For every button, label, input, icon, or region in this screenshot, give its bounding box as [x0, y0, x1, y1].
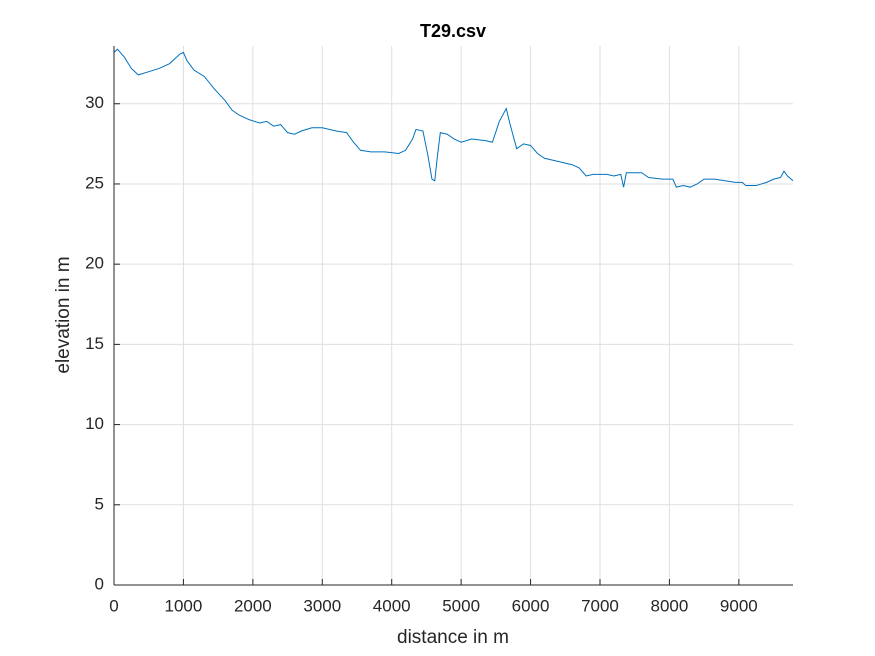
x-tick-label: 0 [109, 596, 118, 615]
x-tick-label: 9000 [720, 596, 758, 615]
x-tick-label: 3000 [303, 596, 341, 615]
x-tick-label: 1000 [165, 596, 203, 615]
x-tick-label: 5000 [442, 596, 480, 615]
y-tick-label: 5 [95, 494, 104, 513]
x-tick-label: 7000 [581, 596, 619, 615]
x-tick-label: 6000 [512, 596, 550, 615]
y-tick-label: 30 [85, 93, 104, 112]
y-tick-label: 10 [85, 414, 104, 433]
axes: 0 5 10 15 20 25 30 0 1000 2000 3000 4000 5000 6000 700… [85, 46, 793, 615]
x-tick-label: 8000 [651, 596, 689, 615]
y-tick-label: 15 [85, 334, 104, 353]
x-tick-label: 2000 [234, 596, 272, 615]
y-axis-label: elevation in m [53, 256, 74, 373]
data-line [113, 48, 794, 188]
y-tick-label: 25 [85, 173, 104, 192]
x-axis-label: distance in m [397, 627, 509, 648]
grid [113, 46, 793, 586]
x-tick-label: 4000 [373, 596, 411, 615]
y-tick-label: 20 [85, 254, 104, 273]
y-tick-label: 0 [95, 574, 104, 593]
plot [113, 48, 794, 188]
chart-title: T29.csv [420, 21, 486, 41]
